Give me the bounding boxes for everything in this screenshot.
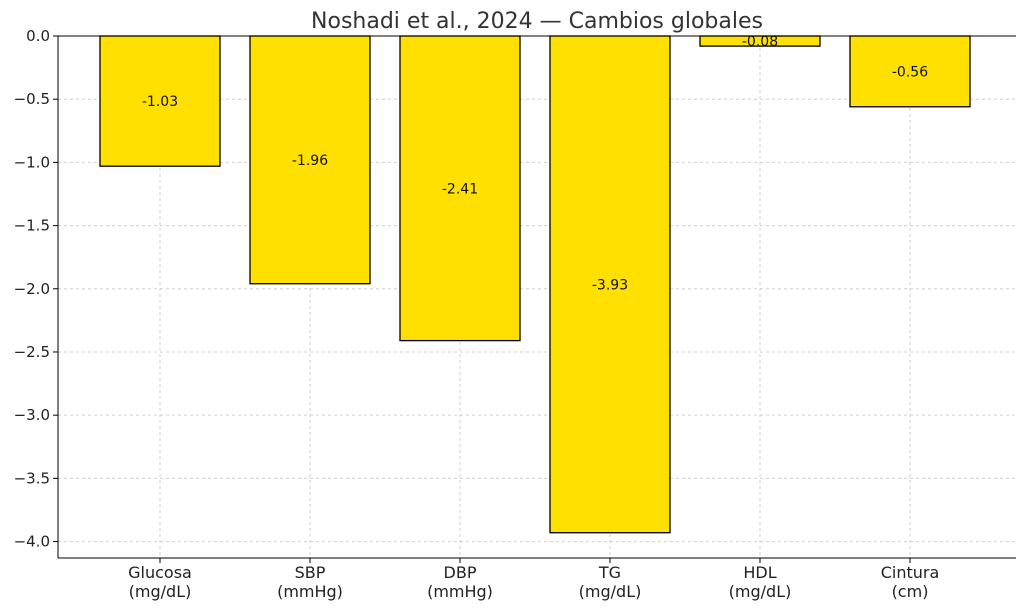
y-tick-label: −2.5 [14, 343, 50, 361]
x-tick-label: (cm) [892, 582, 929, 601]
x-tick-label: (mg/dL) [129, 582, 192, 601]
x-tick-label: Cintura [881, 563, 940, 582]
y-tick-label: −1.5 [14, 217, 50, 235]
x-tick-label: (mmHg) [277, 582, 343, 601]
bar-value-label: -1.03 [142, 94, 178, 110]
y-tick-label: 0.0 [26, 27, 50, 45]
chart-title: Noshadi et al., 2024 — Cambios globales [311, 9, 763, 34]
bar [549, 35, 671, 534]
y-tick-label: −3.5 [14, 469, 50, 487]
y-tick-label: −0.5 [14, 90, 50, 108]
bar-value-label: -0.08 [742, 34, 778, 50]
x-tick-label: (mmHg) [427, 582, 493, 601]
bar [249, 35, 371, 285]
y-axis-ticks: 0.0 −0.5 −1.0 −1.5 −2.0 −2.5 −3.0 −3.5 −4.0 [14, 27, 58, 551]
bar-value-label: -1.96 [292, 153, 328, 169]
x-tick-label: HDL [743, 563, 776, 582]
x-tick-label: SBP [295, 563, 326, 582]
x-tick-label: (mg/dL) [729, 582, 792, 601]
bar-value-label: -0.56 [892, 64, 928, 80]
bar [399, 35, 521, 342]
bar [99, 35, 221, 167]
x-tick-label: Glucosa [128, 563, 192, 582]
bar-value-label: -3.93 [592, 277, 628, 293]
x-tick-label: TG [598, 563, 621, 582]
x-tick-label: (mg/dL) [579, 582, 642, 601]
x-axis-ticks: Glucosa(mg/dL)SBP(mmHg)DBP(mmHg)TG(mg/dL… [128, 558, 939, 601]
bars: -1.03 -1.96 -2.41 -3.93 -0.08 -0.56 [99, 34, 971, 534]
y-tick-label: −2.0 [14, 280, 50, 298]
y-tick-label: −4.0 [14, 533, 50, 551]
x-tick-label: DBP [444, 563, 477, 582]
y-tick-label: −1.0 [14, 153, 50, 171]
y-tick-label: −3.0 [14, 406, 50, 424]
bar-value-label: -2.41 [442, 181, 478, 197]
